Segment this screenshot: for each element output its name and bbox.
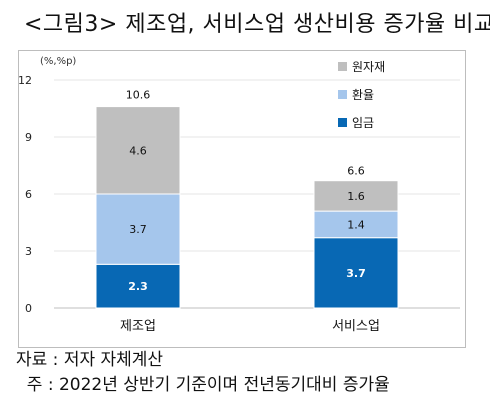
legend-label: 원자재 xyxy=(352,60,385,74)
legend-label: 임금 xyxy=(352,116,374,130)
legend-swatch xyxy=(338,90,347,99)
data-label: 4.6 xyxy=(129,144,147,157)
data-label: 3.7 xyxy=(346,267,366,280)
y-tick-label: 9 xyxy=(25,131,32,144)
bar-segment xyxy=(313,180,399,212)
total-label: 10.6 xyxy=(126,89,151,102)
chart-title: <그림3> 제조업, 서비스업 생산비용 증가율 비교 xyxy=(24,12,490,37)
y-tick-label: 12 xyxy=(18,74,32,87)
total-label: 6.6 xyxy=(347,165,365,178)
x-tick-label: 서비스업 xyxy=(332,319,380,334)
y-axis-ticks: 0 3 6 9 12 xyxy=(18,74,32,315)
y-tick-label: 0 xyxy=(25,302,32,315)
bar-segment xyxy=(95,193,181,265)
data-label: 2.3 xyxy=(128,280,148,293)
y-tick-label: 3 xyxy=(25,245,32,258)
bar-segment xyxy=(313,237,399,309)
x-axis-ticks: 제조업 서비스업 xyxy=(120,319,380,334)
legend-label: 환율 xyxy=(352,88,374,102)
y-unit-label: (%,%p) xyxy=(40,56,76,67)
bar-segment xyxy=(95,106,181,195)
bar-segment xyxy=(313,210,399,239)
legend-swatch xyxy=(338,62,347,71)
source-note: 자료 : 저자 자체계산 xyxy=(16,350,164,370)
data-label: 3.7 xyxy=(129,223,147,236)
x-tick-label: 제조업 xyxy=(120,319,156,334)
chart-frame xyxy=(18,50,466,348)
footer: 자료 : 저자 자체계산 주 : 2022년 상반기 기준이며 전년동기대비 증… xyxy=(16,348,390,398)
legend-swatch xyxy=(338,118,347,127)
data-label: 1.6 xyxy=(347,190,365,203)
y-tick-label: 6 xyxy=(25,188,32,201)
footnote: 주 : 2022년 상반기 기준이며 전년동기대비 증가율 xyxy=(16,375,390,395)
data-label: 1.4 xyxy=(347,218,365,231)
bars: 2.3 3.7 4.6 10.6 3.7 1.4 1.6 6.6 xyxy=(95,89,399,309)
